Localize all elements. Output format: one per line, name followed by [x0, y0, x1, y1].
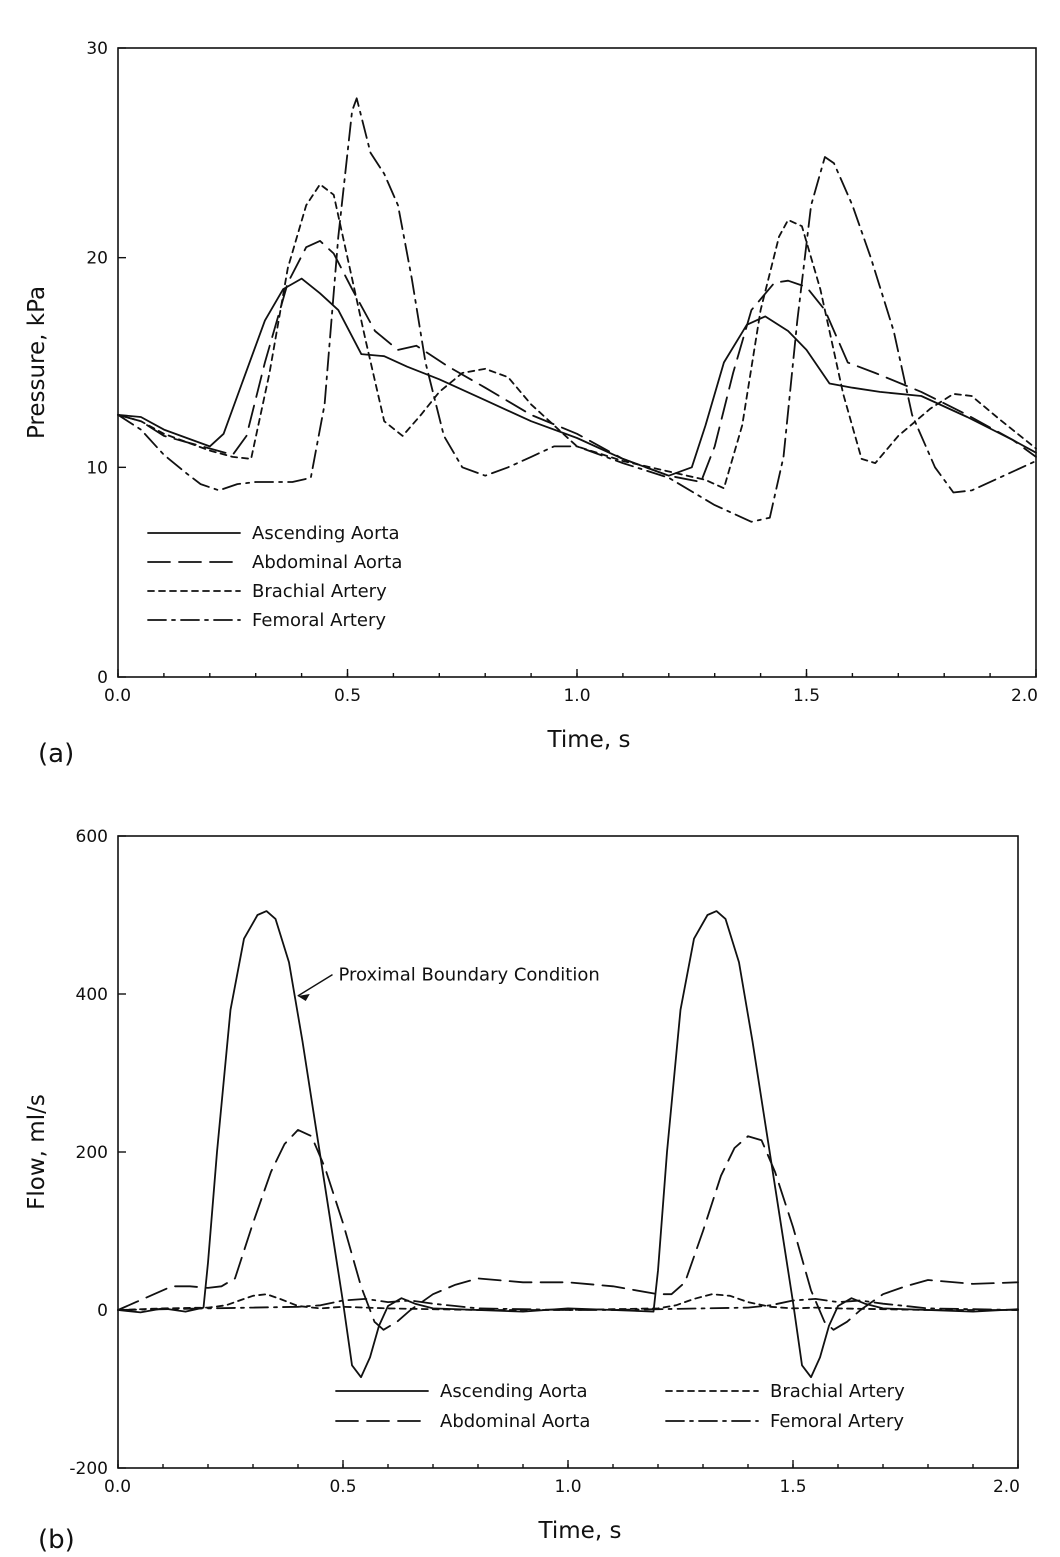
- x-tick-label: 0.0: [104, 1477, 131, 1497]
- x-tick-label: 0.0: [104, 686, 131, 706]
- annotation-arrowhead: [297, 994, 310, 1001]
- x-tick-label: 2.0: [1011, 686, 1038, 706]
- series-line-brachial-artery: [117, 183, 1037, 490]
- legend-entry: Brachial Artery: [770, 1381, 905, 1402]
- y-tick-label: 30: [86, 39, 108, 59]
- series-line-femoral-artery: [117, 97, 1037, 523]
- annotation-arrow: [297, 974, 333, 997]
- x-tick-label: 1.0: [563, 686, 590, 706]
- y-tick-label: 200: [76, 1143, 108, 1163]
- legend-entry: Brachial Artery: [252, 581, 387, 602]
- legend-entry: Ascending Aorta: [252, 523, 400, 544]
- x-tick-label: 2.0: [993, 1477, 1020, 1497]
- y-axis-title: Flow, ml/s: [24, 1094, 50, 1210]
- legend-entry: Femoral Artery: [252, 610, 386, 631]
- panel-label: (a): [38, 739, 74, 769]
- series-line-ascending-aorta: [117, 277, 1037, 477]
- series-line-abdominal-aorta: [117, 1129, 1019, 1331]
- panel-label: (b): [38, 1525, 75, 1555]
- x-tick-label: 1.5: [779, 1477, 806, 1497]
- y-tick-label: -200: [69, 1459, 108, 1479]
- y-tick-label: 0: [97, 668, 108, 688]
- y-tick-label: 600: [76, 827, 108, 847]
- legend-entry: Abdominal Aorta: [252, 552, 402, 573]
- x-tick-label: 1.5: [793, 686, 820, 706]
- series-line-femoral-artery: [117, 1298, 1019, 1311]
- x-axis-title: Time, s: [538, 1518, 622, 1544]
- series-line-abdominal-aorta: [117, 240, 1037, 483]
- x-tick-label: 1.0: [554, 1477, 581, 1497]
- legend-entry: Abdominal Aorta: [440, 1411, 590, 1432]
- x-tick-label: 0.5: [329, 1477, 356, 1497]
- annotation-text: Proximal Boundary Condition: [339, 965, 600, 986]
- legend-entry: Femoral Artery: [770, 1411, 904, 1432]
- y-tick-label: 0: [97, 1301, 108, 1321]
- series-line-ascending-aorta: [117, 910, 1019, 1379]
- y-tick-label: 10: [86, 458, 108, 478]
- y-axis-title: Pressure, kPa: [24, 286, 50, 439]
- x-tick-label: 0.5: [334, 686, 361, 706]
- y-tick-label: 400: [76, 985, 108, 1005]
- pressure-chart: 0.0 0.5 1.0 1.5 2.0 0 10 20 30 Time, s Pressure, k…: [24, 39, 1038, 769]
- flow-chart: 0.0 0.5 1.0 1.5 2.0 -200 0 200 400 600 Time, s Flow…: [24, 827, 1020, 1555]
- y-tick-label: 20: [86, 249, 108, 269]
- legend-entry: Ascending Aorta: [440, 1381, 588, 1402]
- plot-frame: [117, 835, 1019, 1469]
- x-axis-title: Time, s: [547, 727, 631, 753]
